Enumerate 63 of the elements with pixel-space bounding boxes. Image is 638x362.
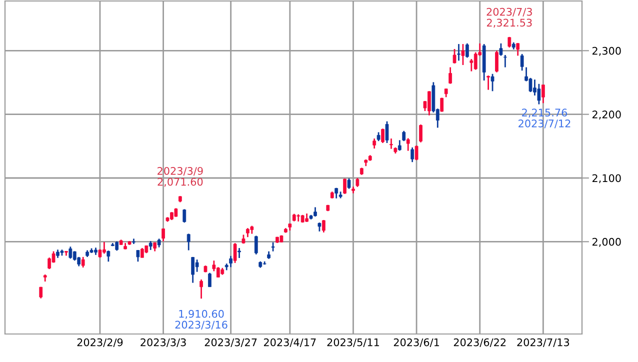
y-tick-label: 2,300 xyxy=(592,46,621,56)
candlestick xyxy=(495,50,498,74)
candlestick xyxy=(136,250,140,262)
candlestick xyxy=(541,84,545,104)
candlestick xyxy=(106,250,110,262)
candlestick xyxy=(195,258,199,273)
candlestick xyxy=(343,178,346,195)
candlestick xyxy=(68,246,72,260)
candlestick xyxy=(322,219,326,234)
candlestick xyxy=(385,120,389,144)
candlestick xyxy=(200,278,203,300)
y-tick-label: 2,200 xyxy=(592,110,621,120)
x-tick-label: 2023/5/11 xyxy=(327,338,379,348)
candlestick xyxy=(448,66,452,84)
candlestick xyxy=(457,43,460,62)
candlestick xyxy=(233,242,237,264)
candlestick xyxy=(191,256,195,284)
candlestick xyxy=(390,138,393,150)
candlestick xyxy=(486,74,490,91)
x-tick-label: 2023/4/17 xyxy=(264,338,316,348)
candlestick xyxy=(238,247,241,259)
candlestick xyxy=(452,48,456,64)
x-tick-label: 2023/3/27 xyxy=(204,338,257,348)
candlestick xyxy=(140,247,144,258)
candlestick xyxy=(461,43,465,66)
y-tick-label: 2,100 xyxy=(592,174,621,184)
x-tick-label: 2023/7/13 xyxy=(517,338,570,348)
candlestick xyxy=(490,73,494,92)
candlestick xyxy=(414,144,418,161)
candlestick xyxy=(254,235,258,256)
candlestick xyxy=(216,266,220,278)
candlestick xyxy=(516,42,520,56)
x-tick-label: 2023/3/3 xyxy=(140,338,186,348)
annotation: 2,215.76 2023/7/12 xyxy=(518,108,570,128)
candlestick xyxy=(182,208,186,224)
candlestick xyxy=(347,178,351,190)
candlestick xyxy=(372,138,376,150)
candlestick xyxy=(48,256,52,270)
x-tick-label: 2023/2/9 xyxy=(77,338,123,348)
x-tick-label: 2023/6/22 xyxy=(454,338,506,348)
candlestick xyxy=(162,228,165,242)
candlestick xyxy=(381,128,384,144)
x-tick-label: 2023/6/1 xyxy=(394,338,439,348)
candlestick xyxy=(440,97,444,112)
candlestick xyxy=(132,238,136,245)
candlestick xyxy=(528,77,532,93)
candlestick xyxy=(229,255,233,268)
candlestick xyxy=(115,240,119,252)
candlestick xyxy=(186,233,190,251)
annotation: 1,910.60 2023/3/16 xyxy=(175,310,228,330)
candlestick xyxy=(520,53,524,72)
annotation: 2023/7/3 2,321.53 xyxy=(486,8,532,28)
candlestick xyxy=(503,54,507,68)
candlestick xyxy=(406,138,410,152)
y-tick-label: 2,000 xyxy=(592,238,621,247)
candlestick xyxy=(466,42,469,58)
candlestick xyxy=(537,83,541,105)
annotation: 2023/3/9 2,071.60 xyxy=(158,166,203,187)
candlestick xyxy=(81,256,85,268)
candlestick xyxy=(410,146,414,163)
candlestick xyxy=(499,42,503,56)
candlestick xyxy=(419,124,422,144)
candlestick xyxy=(208,272,212,288)
